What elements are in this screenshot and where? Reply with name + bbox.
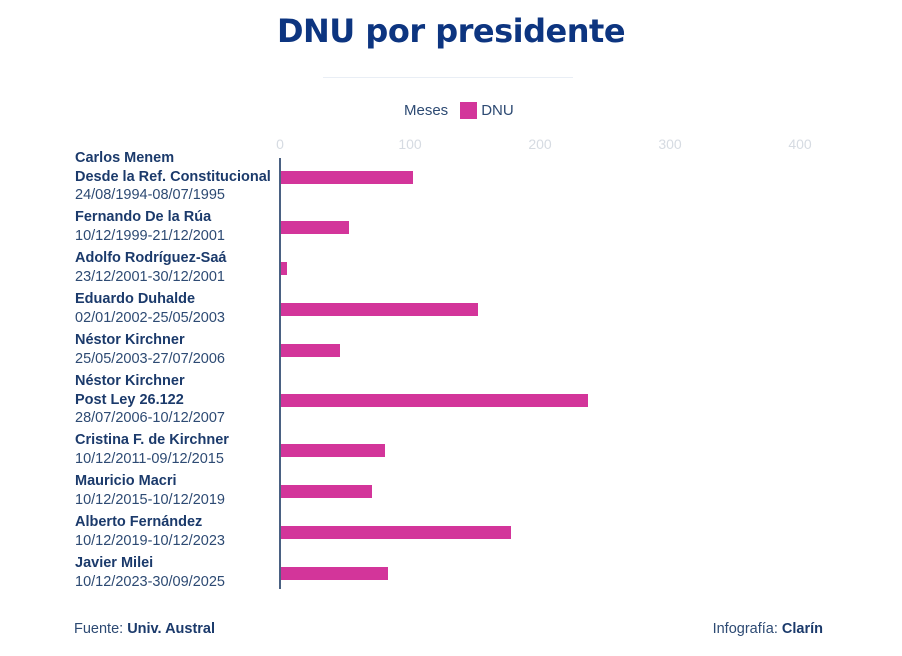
term-dates: 02/01/2002-25/05/2003 — [75, 309, 225, 326]
dnu-bar — [281, 303, 478, 316]
president-name: Néstor Kirchner — [75, 332, 185, 348]
president-name: Javier Milei — [75, 555, 154, 571]
y-axis-line — [279, 158, 281, 589]
x-tick-label: 100 — [398, 136, 422, 152]
category-label: Mauricio Macri 10/12/2015-10/12/2019 — [75, 472, 225, 509]
legend-meses: Meses — [404, 101, 449, 119]
dnu-bar — [281, 221, 349, 234]
term-dates: 10/12/2015-10/12/2019 — [75, 491, 225, 508]
dnu-bar — [281, 394, 589, 408]
president-name: Néstor Kirchner — [75, 373, 185, 389]
legend: Meses DNU — [404, 100, 514, 120]
president-name: Fernando De la Rúa — [75, 209, 212, 225]
term-dates: 10/12/1999-21/12/2001 — [75, 227, 225, 244]
credit-name: Clarín — [781, 621, 823, 637]
credit-note: Infografía: Clarín — [713, 621, 823, 637]
president-subtitle: Desde la Ref. Constitucional — [75, 168, 271, 185]
dnu-bar — [281, 526, 512, 539]
dnu-bar — [281, 485, 373, 498]
president-name: Carlos Menem — [75, 150, 175, 166]
president-name: Adolfo Rodríguez-Saá — [75, 250, 227, 266]
category-label: Néstor Kirchner 25/05/2003-27/07/2006 — [75, 331, 225, 368]
term-dates: 10/12/2011-09/12/2015 — [75, 450, 224, 467]
category-label: Cristina F. de Kirchner 10/12/2011-09/12/… — [75, 431, 229, 468]
president-name: Eduardo Duhalde — [75, 291, 196, 307]
term-dates: 23/12/2001-30/12/2001 — [75, 268, 225, 285]
term-dates: 28/07/2006-10/12/2007 — [75, 410, 225, 426]
president-subtitle: Post Ley 26.122 — [75, 391, 184, 408]
title-divider — [323, 77, 573, 78]
category-label: Eduardo Duhalde 02/01/2002-25/05/2003 — [75, 290, 225, 327]
category-label: Alberto Fernández 10/12/2019-10/12/2023 — [75, 513, 225, 550]
president-name: Mauricio Macri — [75, 473, 177, 489]
x-tick-label: 0 — [276, 136, 284, 152]
president-name: Alberto Fernández — [75, 514, 203, 530]
x-tick-label: 200 — [528, 136, 552, 152]
source-note: Fuente: Univ. Austral — [74, 621, 215, 637]
dnu-bar — [281, 262, 287, 275]
category-label: Adolfo Rodríguez-Saá 23/12/2001-30/12/200… — [75, 249, 226, 286]
category-label: Javier Milei 10/12/2023-30/09/2025 — [75, 554, 225, 591]
dnu-bar — [281, 344, 340, 357]
x-tick-label: 400 — [788, 136, 812, 152]
legend-dnu-swatch — [460, 101, 478, 119]
source-prefix: Fuente: — [74, 621, 124, 637]
chart-title: DNU por presidente — [276, 12, 626, 50]
x-tick-label: 300 — [658, 136, 682, 152]
source-name: Univ. Austral — [127, 621, 216, 637]
category-label: Carlos Menem Desde la Ref. Constitucional… — [75, 149, 271, 205]
term-dates: 10/12/2019-10/12/2023 — [75, 532, 225, 549]
term-dates: 24/08/1994-08/07/1995 — [75, 187, 225, 203]
category-label: Néstor Kirchner Post Ley 26.122 28/07/2006… — [75, 372, 225, 428]
legend-dnu: DNU — [481, 101, 514, 119]
term-dates: 10/12/2023-30/09/2025 — [75, 573, 225, 590]
dnu-bar — [281, 567, 388, 580]
credit-prefix: Infografía: — [712, 621, 778, 637]
dnu-bar — [281, 171, 413, 185]
president-name: Cristina F. de Kirchner — [75, 432, 229, 448]
category-label: Fernando De la Rúa 10/12/1999-21/12/2001 — [75, 208, 225, 245]
term-dates: 25/05/2003-27/07/2006 — [75, 350, 225, 367]
dnu-bar — [281, 444, 386, 457]
